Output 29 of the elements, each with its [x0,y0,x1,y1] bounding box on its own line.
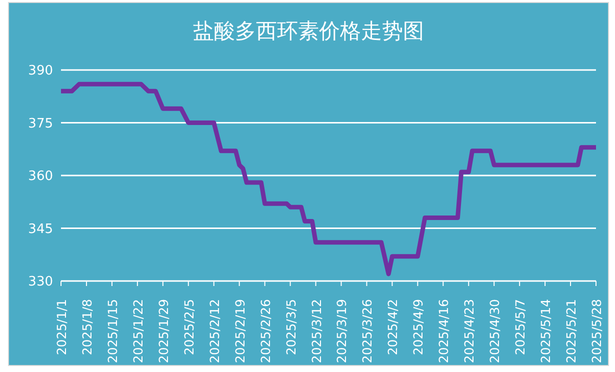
chart-title: 盐酸多西环素价格走势图 [192,18,425,45]
x-tick-label: 2025/2/5 [181,299,196,356]
x-tick-label: 2025/3/26 [360,298,375,364]
x-tick-label: 2025/1/8 [79,298,94,356]
x-tick-label: 2025/5/21 [564,299,579,364]
x-tick-label: 2025/1/15 [104,299,120,364]
y-tick-label: 360 [28,169,53,184]
x-tick-label: 2025/3/5 [283,299,298,356]
x-tick-label: 2025/4/23 [462,299,477,364]
x-tick-label: 2025/3/12 [308,299,324,364]
x-tick-label: 2025/4/9 [410,298,426,356]
y-tick-label: 345 [28,222,53,237]
x-tick-label: 2025/4/30 [487,298,502,364]
x-tick-label: 2025/4/2 [385,299,400,356]
x-tick-label: 2025/2/26 [258,298,273,364]
x-tick-label: 2025/5/28 [589,298,604,364]
y-tick-label: 390 [28,64,53,79]
x-tick-label: 2025/5/7 [512,299,528,356]
x-tick-label: 2025/4/16 [436,298,452,364]
y-tick-label: 375 [28,116,53,132]
x-tick-label: 2025/2/12 [206,299,222,364]
x-tick-label: 2025/3/19 [334,298,350,364]
y-tick-label: 330 [28,274,53,290]
x-tick-label: 2025/1/22 [130,299,146,364]
x-tick-label: 2025/2/19 [232,298,248,364]
x-tick-label: 2025/1/1 [54,299,69,356]
x-tick-label: 2025/5/14 [538,298,554,364]
x-tick-label: 2025/1/29 [156,298,171,364]
line-series [61,82,596,276]
